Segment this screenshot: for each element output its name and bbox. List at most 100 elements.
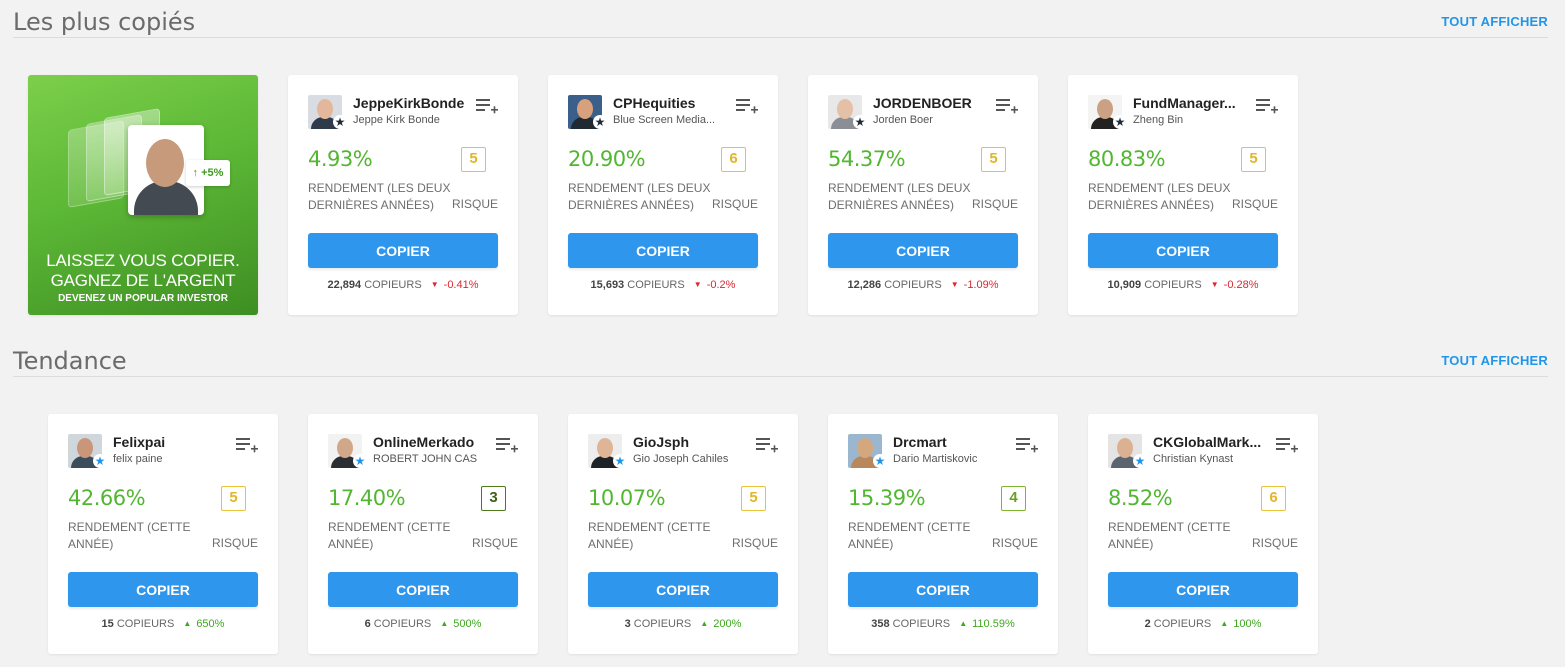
investor-username[interactable]: Drcmart <box>893 434 947 450</box>
risk-label: RISQUE <box>731 536 778 550</box>
triangle-down-icon: ▼ <box>430 280 439 289</box>
investor-fullname: Jeppe Kirk Bonde <box>353 114 440 126</box>
change-value: 110.59% <box>972 618 1015 630</box>
promo-line-1: LAISSEZ VOUS COPIER. <box>46 251 240 270</box>
copiers-count: 3 <box>624 618 631 630</box>
investor-card[interactable]: ★ FundManager... Zheng Bin 80.83% 5 REND… <box>1068 75 1298 315</box>
avatar-head <box>857 438 873 458</box>
copiers-count: 2 <box>1144 618 1151 630</box>
watchlist-add-icon[interactable] <box>756 436 778 454</box>
performance-label: RENDEMENT (CETTE ANNÉE) <box>68 520 191 551</box>
copiers-stats: 15 COPIEURS ▲ 650% <box>48 618 278 630</box>
investor-card[interactable]: ★ OnlineMerkado ROBERT JOHN CAS 17.40% 3… <box>308 414 538 654</box>
copy-button[interactable]: COPIER <box>328 572 518 607</box>
watchlist-add-icon[interactable] <box>996 97 1018 115</box>
copy-button[interactable]: COPIER <box>68 572 258 607</box>
copiers-change: ▼ -1.09% <box>951 279 999 291</box>
risk-label: RISQUE <box>211 536 258 550</box>
avatar-head <box>1097 99 1113 119</box>
copiers-stats: 358 COPIEURS ▲ 110.59% <box>828 618 1058 630</box>
copy-button[interactable]: COPIER <box>848 572 1038 607</box>
copiers-stats: 15,693 COPIEURS ▼ -0.2% <box>548 279 778 291</box>
avatar-head <box>837 99 853 119</box>
avatar-shoulders <box>311 117 339 129</box>
investor-username[interactable]: FundManager... <box>1133 95 1236 111</box>
avatar-head <box>317 99 333 119</box>
copiers-count: 10,909 <box>1107 279 1142 291</box>
risk-label: RISQUE <box>471 536 518 550</box>
copiers-count: 6 <box>364 618 371 630</box>
section-trending: Tendance TOUT AFFICHER ★ Felixpai felix … <box>13 339 1548 654</box>
copy-button[interactable]: COPIER <box>308 233 498 268</box>
avatar-head <box>77 438 93 458</box>
change-value: 100% <box>1233 618 1262 630</box>
watchlist-add-icon[interactable] <box>1016 436 1038 454</box>
performance-label: RENDEMENT (CETTE ANNÉE) <box>588 520 711 551</box>
avatar-head <box>1117 438 1133 458</box>
copiers-change: ▲ 650% <box>183 618 224 630</box>
avatar[interactable] <box>68 434 102 468</box>
watchlist-add-icon[interactable] <box>736 97 758 115</box>
gain-value: 20.90% <box>568 147 646 171</box>
change-value: -0.41% <box>443 279 479 291</box>
avatar[interactable] <box>1088 95 1122 129</box>
investor-username[interactable]: GioJsph <box>633 434 690 450</box>
copiers-label: COPIEURS <box>116 618 175 630</box>
copiers-label: COPIEURS <box>627 279 685 291</box>
copy-button[interactable]: COPIER <box>1088 233 1278 268</box>
copy-button[interactable]: COPIER <box>568 233 758 268</box>
triangle-up-icon: ▲ <box>1220 619 1229 628</box>
avatar[interactable] <box>588 434 622 468</box>
investor-card[interactable]: ★ JeppeKirkBonde Jeppe Kirk Bonde 4.93% … <box>288 75 518 315</box>
watchlist-add-icon[interactable] <box>1276 436 1298 454</box>
copy-button[interactable]: COPIER <box>1108 572 1298 607</box>
performance-label: RENDEMENT (CETTE ANNÉE) <box>328 520 451 551</box>
investor-card[interactable]: ★ Drcmart Dario Martiskovic 15.39% 4 REN… <box>828 414 1058 654</box>
investor-username[interactable]: OnlineMerkado <box>373 434 475 450</box>
avatar-head <box>577 99 593 119</box>
investor-card[interactable]: ★ CKGlobalMark... Christian Kynast 8.52%… <box>1088 414 1318 654</box>
investor-card[interactable]: ★ Felixpai felix paine 42.66% 5 RENDEMEN… <box>48 414 278 654</box>
copiers-count: 22,894 <box>327 279 362 291</box>
show-all-link[interactable]: TOUT AFFICHER <box>1441 14 1548 29</box>
investor-fullname: ROBERT JOHN CAS <box>373 453 478 465</box>
investor-username[interactable]: CKGlobalMark... <box>1153 434 1262 450</box>
star-badge-icon: ★ <box>1133 454 1147 468</box>
investor-username[interactable]: CPHequities <box>613 95 696 111</box>
triangle-up-icon: ▲ <box>440 619 449 628</box>
gain-value: 8.52% <box>1108 486 1173 510</box>
copiers-change: ▲ 110.59% <box>959 618 1015 630</box>
gain-value: 54.37% <box>828 147 906 171</box>
investor-fullname: Christian Kynast <box>1153 453 1234 465</box>
performance-label: RENDEMENT (CETTE ANNÉE) <box>848 520 971 551</box>
triangle-up-icon: ▲ <box>183 619 192 628</box>
investor-card[interactable]: ★ JORDENBOER Jorden Boer 54.37% 5 RENDEM… <box>808 75 1038 315</box>
avatar-head <box>597 438 613 458</box>
watchlist-add-icon[interactable] <box>1256 97 1278 115</box>
gain-value: 80.83% <box>1088 147 1166 171</box>
copiers-count: 358 <box>871 618 890 630</box>
investor-username[interactable]: JORDENBOER <box>873 95 972 111</box>
investor-username[interactable]: Felixpai <box>113 434 166 450</box>
copy-button[interactable]: COPIER <box>828 233 1018 268</box>
investor-card[interactable]: ★ GioJsph Gio Joseph Cahiles 10.07% 5 RE… <box>568 414 798 654</box>
popular-investor-promo[interactable]: ↑ +5% LAISSEZ VOUS COPIER. GAGNEZ DE L'A… <box>28 75 258 315</box>
investor-card[interactable]: ★ CPHequities Blue Screen Media... 20.90… <box>548 75 778 315</box>
avatar[interactable] <box>848 434 882 468</box>
show-all-link[interactable]: TOUT AFFICHER <box>1441 353 1548 368</box>
risk-score: 5 <box>1241 147 1266 172</box>
avatar-shoulders <box>1111 456 1139 468</box>
watchlist-add-icon[interactable] <box>476 97 498 115</box>
change-value: -1.09% <box>963 279 999 291</box>
copiers-count: 15,693 <box>590 279 625 291</box>
copiers-label: COPIEURS <box>364 279 422 291</box>
investor-fullname: felix paine <box>113 453 163 465</box>
risk-label: RISQUE <box>1251 536 1298 550</box>
copy-button[interactable]: COPIER <box>588 572 778 607</box>
watchlist-add-icon[interactable] <box>496 436 518 454</box>
investor-username[interactable]: JeppeKirkBonde <box>353 95 465 111</box>
watchlist-add-icon[interactable] <box>236 436 258 454</box>
risk-score: 6 <box>721 147 746 172</box>
avatar-shoulders <box>571 117 599 129</box>
risk-label: RISQUE <box>971 197 1018 211</box>
